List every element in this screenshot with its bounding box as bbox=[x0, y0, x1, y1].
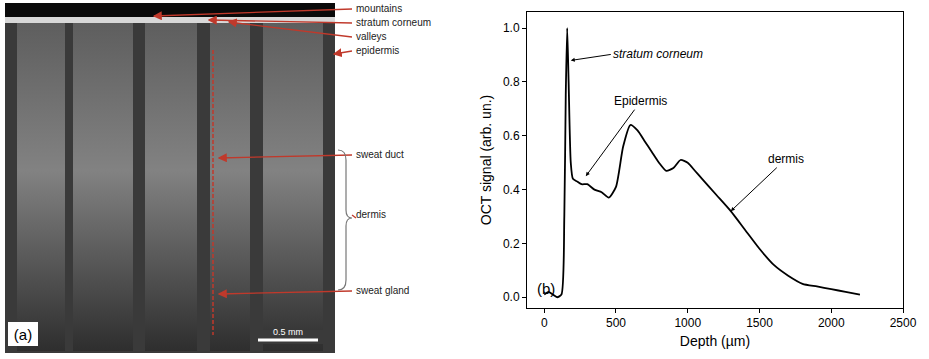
svg-text:0.0: 0.0 bbox=[503, 290, 520, 304]
svg-text:0.5 mm: 0.5 mm bbox=[273, 327, 303, 337]
svg-text:(b): (b) bbox=[537, 280, 555, 297]
svg-text:sweat gland: sweat gland bbox=[356, 285, 409, 296]
svg-text:(a): (a) bbox=[14, 326, 32, 343]
svg-text:valleys: valleys bbox=[356, 31, 387, 42]
svg-text:Depth (µm): Depth (µm) bbox=[680, 333, 750, 349]
svg-text:500: 500 bbox=[606, 316, 626, 330]
svg-text:sweat duct: sweat duct bbox=[356, 149, 404, 160]
svg-text:0.6: 0.6 bbox=[503, 129, 520, 143]
svg-text:mountains: mountains bbox=[356, 3, 402, 14]
svg-text:0: 0 bbox=[541, 316, 548, 330]
svg-text:Epidermis: Epidermis bbox=[614, 94, 667, 108]
svg-text:2500: 2500 bbox=[890, 316, 917, 330]
svg-text:0.4: 0.4 bbox=[503, 183, 520, 197]
svg-text:0.8: 0.8 bbox=[503, 75, 520, 89]
svg-text:2000: 2000 bbox=[818, 316, 845, 330]
svg-text:stratum corneum: stratum corneum bbox=[356, 17, 431, 28]
svg-text:0.2: 0.2 bbox=[503, 237, 520, 251]
svg-text:1.0: 1.0 bbox=[503, 21, 520, 35]
svg-text:dermis: dermis bbox=[356, 209, 386, 220]
svg-text:1500: 1500 bbox=[746, 316, 773, 330]
svg-text:dermis: dermis bbox=[768, 152, 804, 166]
svg-text:stratum corneum: stratum corneum bbox=[613, 47, 703, 61]
svg-text:epidermis: epidermis bbox=[356, 45, 399, 56]
svg-text:1000: 1000 bbox=[674, 316, 701, 330]
svg-text:OCT signal (arb. un.): OCT signal (arb. un.) bbox=[478, 95, 494, 225]
